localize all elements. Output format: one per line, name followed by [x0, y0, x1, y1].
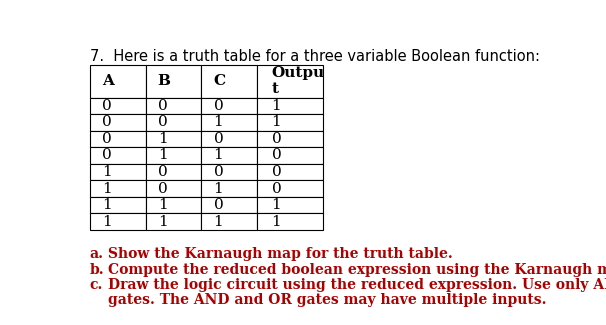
Text: 0: 0 — [213, 165, 224, 179]
Text: 0: 0 — [213, 132, 224, 146]
Bar — [145, 197, 201, 214]
Text: a.: a. — [90, 247, 104, 261]
Bar — [257, 197, 323, 214]
Text: 0: 0 — [213, 99, 224, 113]
Bar — [90, 98, 145, 114]
Text: C: C — [213, 74, 225, 88]
Text: 0: 0 — [271, 132, 281, 146]
Bar — [257, 164, 323, 180]
Text: 0: 0 — [271, 149, 281, 162]
Text: 1: 1 — [213, 149, 224, 162]
Text: gates. The AND and OR gates may have multiple inputs.: gates. The AND and OR gates may have mul… — [108, 293, 547, 307]
Text: 1: 1 — [271, 115, 281, 129]
Text: B: B — [158, 74, 171, 88]
Bar — [201, 164, 257, 180]
Text: 0: 0 — [271, 165, 281, 179]
Bar — [201, 98, 257, 114]
Bar — [257, 180, 323, 197]
Bar — [145, 131, 201, 147]
Text: 1: 1 — [102, 198, 112, 212]
Text: 1: 1 — [271, 215, 281, 229]
Bar — [257, 98, 323, 114]
Text: 1: 1 — [102, 165, 112, 179]
Text: 0: 0 — [102, 115, 112, 129]
Bar — [90, 65, 145, 98]
Text: c.: c. — [90, 279, 103, 292]
Text: 0: 0 — [158, 99, 167, 113]
Text: Draw the logic circuit using the reduced expression. Use only AND, OR and NOT: Draw the logic circuit using the reduced… — [108, 279, 606, 292]
Bar — [145, 164, 201, 180]
Bar — [201, 180, 257, 197]
Bar — [257, 65, 323, 98]
Text: Outpu
t: Outpu t — [271, 66, 325, 97]
Text: 1: 1 — [271, 99, 281, 113]
Bar — [201, 65, 257, 98]
Bar — [145, 180, 201, 197]
Text: 1: 1 — [102, 182, 112, 196]
Bar — [145, 114, 201, 131]
Text: 0: 0 — [213, 198, 224, 212]
Text: Show the Karnaugh map for the truth table.: Show the Karnaugh map for the truth tabl… — [108, 247, 453, 261]
Text: 0: 0 — [158, 115, 167, 129]
Text: 1: 1 — [158, 132, 167, 146]
Bar — [90, 147, 145, 164]
Bar — [257, 147, 323, 164]
Bar — [145, 98, 201, 114]
Text: 1: 1 — [213, 115, 224, 129]
Bar — [201, 131, 257, 147]
Text: 0: 0 — [158, 182, 167, 196]
Text: 0: 0 — [102, 99, 112, 113]
Text: Compute the reduced boolean expression using the Karnaugh map.: Compute the reduced boolean expression u… — [108, 263, 606, 277]
Text: 1: 1 — [102, 215, 112, 229]
Text: 1: 1 — [213, 182, 224, 196]
Bar — [90, 131, 145, 147]
Bar — [257, 131, 323, 147]
Text: 1: 1 — [158, 215, 167, 229]
Text: 1: 1 — [271, 198, 281, 212]
Text: 0: 0 — [102, 132, 112, 146]
Bar — [90, 114, 145, 131]
Bar — [145, 65, 201, 98]
Bar — [201, 147, 257, 164]
Text: 0: 0 — [102, 149, 112, 162]
Bar — [201, 197, 257, 214]
Bar — [257, 214, 323, 230]
Text: 1: 1 — [213, 215, 224, 229]
Bar — [145, 147, 201, 164]
Bar — [201, 214, 257, 230]
Text: b.: b. — [90, 263, 104, 277]
Text: 1: 1 — [158, 149, 167, 162]
Bar — [201, 114, 257, 131]
Text: A: A — [102, 74, 114, 88]
Bar — [90, 180, 145, 197]
Text: 0: 0 — [271, 182, 281, 196]
Text: 1: 1 — [158, 198, 167, 212]
Bar — [145, 214, 201, 230]
Bar — [90, 214, 145, 230]
Text: 0: 0 — [158, 165, 167, 179]
Bar — [90, 164, 145, 180]
Bar — [257, 114, 323, 131]
Bar — [90, 197, 145, 214]
Text: 7.  Here is a truth table for a three variable Boolean function:: 7. Here is a truth table for a three var… — [90, 49, 540, 64]
